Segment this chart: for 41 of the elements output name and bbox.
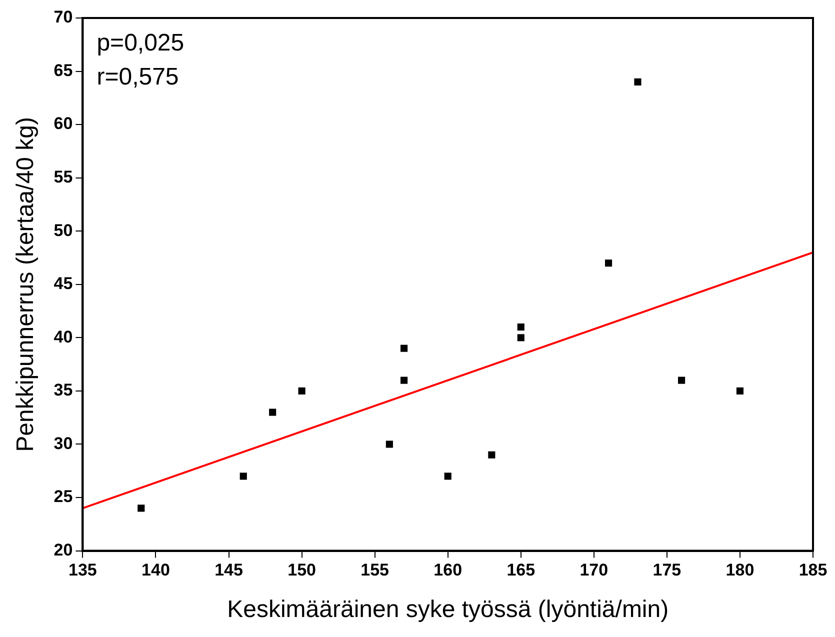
x-tick-label: 160	[434, 560, 462, 580]
point	[269, 408, 276, 416]
point	[678, 376, 686, 384]
x-tick-label: 135	[68, 560, 97, 580]
y-tick-label: 50	[54, 220, 73, 240]
x-tick-label: 175	[652, 560, 682, 580]
y-tick-label: 30	[54, 434, 73, 453]
x-tick-label: 170	[580, 560, 608, 580]
point	[400, 376, 408, 384]
y-axis-title: Penkkipunnerrus (kertaa/40 kg)	[12, 116, 40, 452]
x-tick-label: 140	[142, 560, 170, 580]
point	[517, 334, 524, 342]
point	[604, 260, 612, 267]
y-tick-label: 55	[54, 168, 73, 187]
x-tick-label: 180	[726, 560, 754, 580]
y-tick-label: 70	[54, 8, 73, 27]
annotation: p=0,025	[96, 30, 184, 57]
point	[386, 440, 393, 448]
point	[488, 451, 496, 458]
x-tick-label: 155	[360, 560, 390, 580]
point	[138, 504, 145, 512]
y-tick-label: 35	[54, 380, 73, 400]
y-tick-label: 45	[54, 274, 73, 294]
x-tick-label: 150	[288, 560, 316, 580]
y-tick-label: 60	[54, 114, 73, 134]
point	[634, 78, 642, 86]
y-tick-label: 65	[54, 60, 73, 80]
point	[298, 387, 306, 394]
point	[240, 472, 247, 480]
x-axis-title: Keskimääräinen syke työssä (lyöntiä/min)	[227, 596, 669, 624]
point	[444, 472, 452, 480]
point	[400, 344, 408, 352]
y-tick-label: 20	[54, 540, 73, 560]
y-tick-label: 40	[54, 327, 73, 346]
annotation: r=0,575	[96, 64, 179, 91]
point	[517, 323, 524, 331]
x-tick-label: 185	[798, 560, 828, 580]
y-tick-label: 25	[54, 487, 73, 506]
x-tick-label: 145	[214, 560, 243, 580]
x-tick-label: 165	[506, 560, 536, 580]
point	[736, 387, 744, 394]
